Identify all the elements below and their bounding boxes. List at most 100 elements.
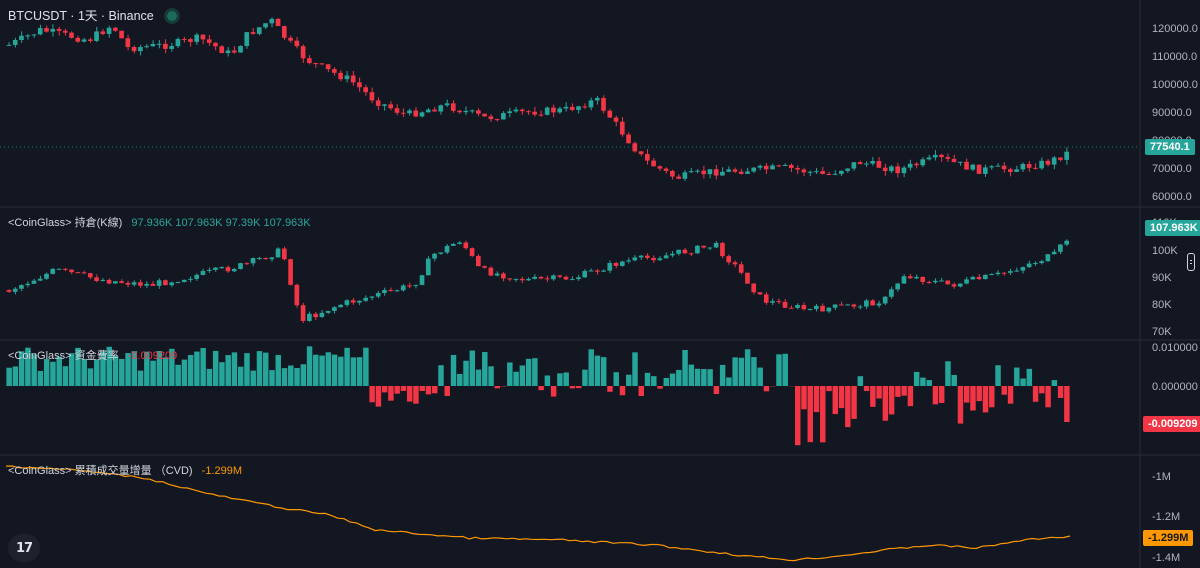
oi-candle (670, 253, 675, 256)
oi-candle (444, 245, 450, 253)
funding-bar (644, 372, 651, 386)
funding-bar (369, 386, 375, 403)
funding-axis-tick: 0.000000 (1152, 381, 1198, 393)
oi-candle (501, 273, 506, 279)
funding-bar (807, 386, 813, 443)
price-candle (50, 28, 56, 32)
funding-bar (125, 353, 131, 386)
price-candle (375, 100, 381, 106)
oi-candle (244, 263, 250, 265)
last-price-tag: 77540.1 (1145, 139, 1195, 155)
funding-bar (331, 354, 338, 386)
oi-legend[interactable]: <CoinGlass> 持倉(K線) 97.936K 107.963K 97.3… (8, 214, 311, 230)
price-candle (619, 121, 625, 135)
oi-candle (557, 275, 563, 277)
oi-candle (519, 278, 525, 281)
price-candle (970, 164, 976, 170)
price-candle (782, 165, 788, 167)
price-candle (6, 44, 12, 46)
oi-candle (713, 242, 719, 248)
funding-bar (744, 349, 751, 386)
cvd-line (5, 465, 1071, 562)
oi-candle (1039, 261, 1044, 264)
oi-candle (325, 310, 331, 313)
oi-candle (932, 280, 938, 283)
oi-candle (964, 279, 969, 284)
oi-candle (1051, 251, 1057, 255)
funding-bar (338, 356, 344, 386)
funding-bar (119, 359, 125, 386)
oi-candle (569, 279, 575, 281)
oi-candle (369, 296, 375, 298)
funding-bar (945, 361, 951, 386)
price-candle (901, 167, 907, 174)
oi-candle (156, 280, 162, 286)
funding-bar (1057, 386, 1064, 398)
oi-candle (200, 270, 206, 275)
oi-candle (576, 277, 581, 280)
funding-bar (212, 350, 219, 386)
funding-bar (400, 386, 407, 391)
funding-bar (356, 357, 363, 386)
oi-candle (1001, 272, 1007, 274)
oi-axis-tick: 100K (1152, 245, 1178, 257)
funding-bar (657, 386, 663, 389)
price-candle (845, 168, 850, 171)
funding-bar (313, 354, 319, 386)
price-candle (488, 116, 494, 120)
price-axis-tick: 90000.0 (1152, 107, 1192, 119)
funding-bar (187, 355, 194, 386)
oi-candle (432, 253, 437, 259)
price-candle (213, 42, 218, 47)
oi-candle (876, 303, 882, 306)
price-candle (839, 170, 844, 174)
funding-bar (150, 360, 156, 386)
oi-candle (870, 300, 875, 306)
price-candle (701, 170, 706, 175)
price-candle (250, 32, 256, 34)
price-candle (763, 165, 769, 170)
price-candle (1045, 160, 1051, 165)
oi-candle (37, 278, 43, 281)
pane-resize-handle[interactable] (1187, 253, 1195, 271)
funding-bar (582, 369, 588, 386)
oi-candle (238, 263, 243, 269)
oi-candle (438, 252, 444, 254)
price-candle (932, 154, 938, 158)
price-candle (707, 169, 713, 175)
symbol-title[interactable]: BTCUSDT · 1天 · Binance (8, 5, 178, 24)
price-candle (738, 171, 744, 174)
oi-candle (626, 260, 631, 262)
oi-candle (256, 258, 262, 260)
price-candle (425, 109, 431, 113)
oi-candle (31, 280, 37, 284)
price-candle (532, 111, 537, 115)
price-candle (419, 112, 425, 117)
oi-candle (594, 270, 600, 272)
funding-bar (507, 362, 513, 386)
funding-bar (713, 386, 720, 395)
price-candle (726, 169, 732, 172)
price-candle (682, 172, 688, 179)
price-candle (225, 50, 231, 54)
price-candle (94, 31, 99, 41)
oi-candle (857, 306, 863, 308)
funding-bar (776, 354, 782, 386)
oi-candle (419, 275, 425, 285)
oi-candle (25, 283, 31, 286)
oi-candle (707, 247, 713, 249)
funding-legend[interactable]: <CoinGlass> 資金費率 -0.009209 (8, 347, 177, 363)
cvd-legend[interactable]: <CoinGlass> 累積成交量增量 （CVD) -1.299M (8, 462, 242, 478)
oi-open: 97.936K (131, 217, 173, 229)
oi-candle (350, 300, 356, 303)
funding-bar (826, 386, 832, 392)
price-candle (332, 69, 337, 73)
price-candle (25, 35, 31, 37)
price-candle (939, 154, 944, 158)
price-candle (75, 37, 81, 42)
oi-candle (169, 282, 174, 286)
price-candle (238, 45, 243, 53)
oi-candle (751, 283, 757, 293)
price-candle (413, 110, 419, 117)
